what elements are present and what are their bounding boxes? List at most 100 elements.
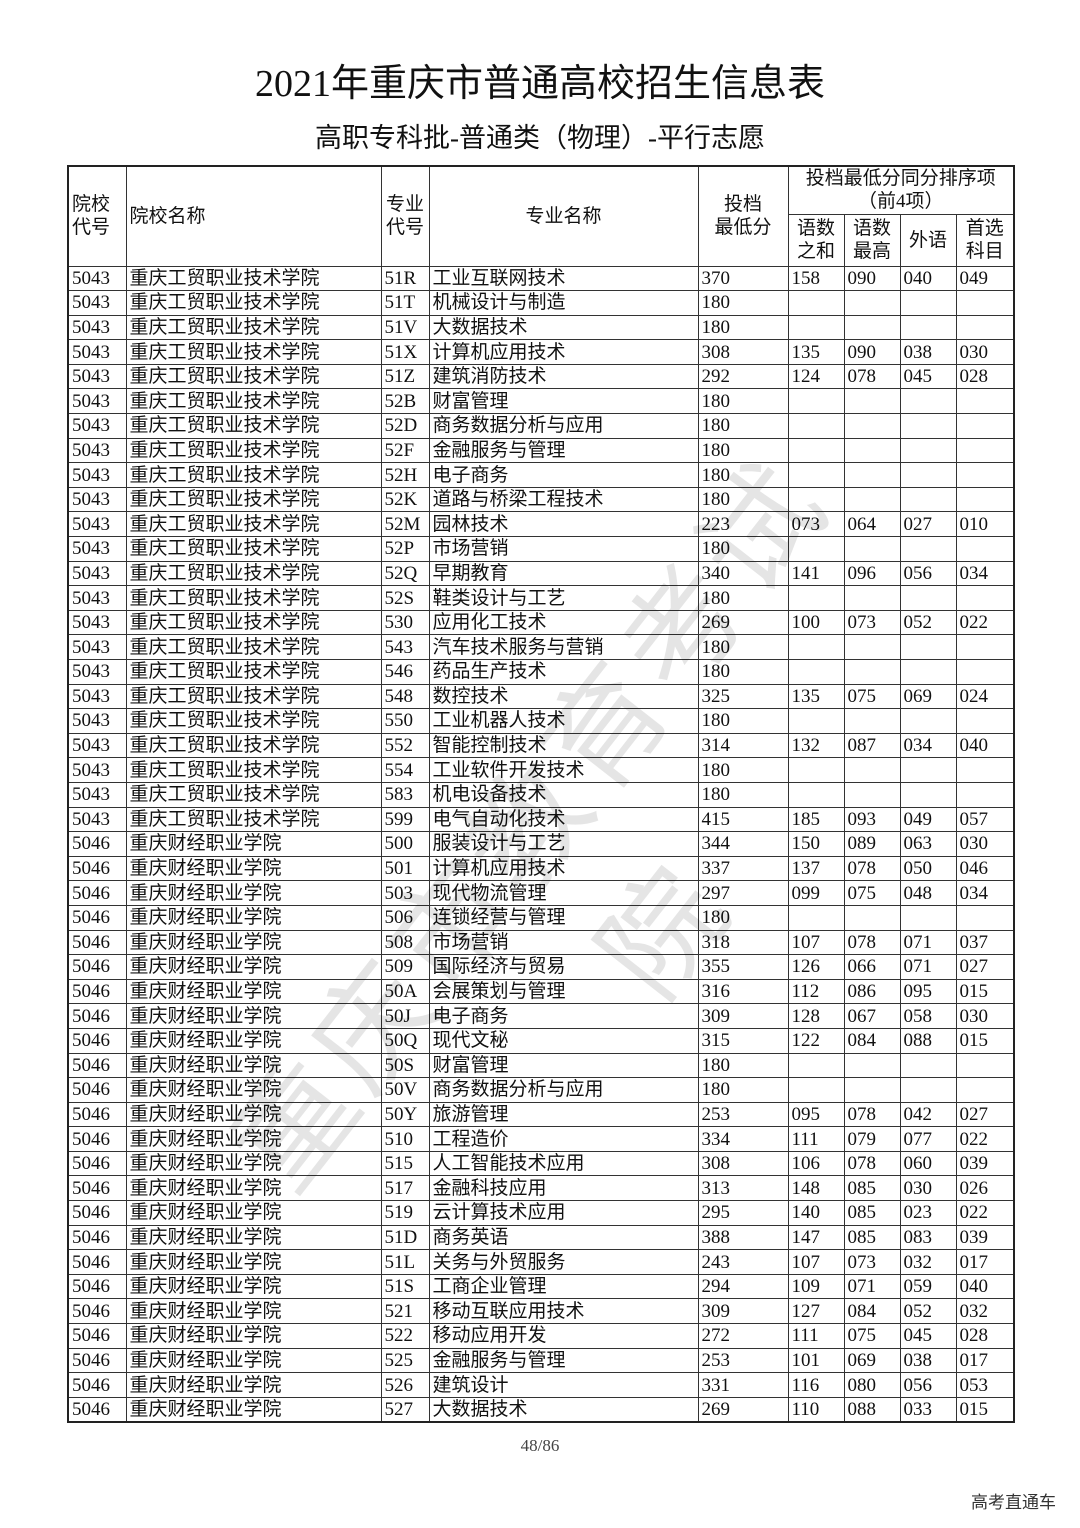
cell: [955, 388, 1015, 415]
cell: 080: [843, 1372, 901, 1398]
cell: 重庆财经职业学院: [125, 1224, 382, 1251]
cell: 重庆财经职业学院: [125, 929, 382, 956]
cell: 040: [899, 265, 957, 292]
cell: 5046: [67, 1027, 127, 1054]
cell: 云计算技术应用: [428, 1200, 699, 1226]
cell: [843, 1052, 901, 1079]
cell: 5043: [67, 388, 127, 415]
cell: 040: [955, 732, 1015, 759]
cell: [955, 781, 1015, 808]
cell: [955, 757, 1015, 783]
cell: [843, 1077, 901, 1103]
title: 2021年重庆市普通高校招生信息表: [254, 63, 825, 105]
table-row: 5043 重庆工贸职业技术学院 530 应用化工技术 269 100 073 052 022: [67, 609, 1015, 636]
cell: [787, 1077, 845, 1103]
cell: 180: [697, 1052, 789, 1079]
cell: 015: [955, 1396, 1015, 1423]
header-line: 科目: [965, 241, 1004, 262]
cell: 034: [955, 560, 1015, 587]
cell: 032: [955, 1298, 1015, 1325]
header-cell: 外语: [899, 213, 957, 267]
header-cell: 语数 之和: [787, 213, 845, 267]
cell: 185: [787, 806, 845, 833]
cell: 180: [697, 781, 789, 808]
cell: [843, 486, 901, 513]
cell: 548: [380, 683, 430, 710]
cell: 51S: [380, 1273, 430, 1300]
cell: 530: [380, 609, 430, 636]
cell: 机械设计与制造: [428, 290, 699, 316]
cell: 5043: [67, 413, 127, 439]
header-line: 最高: [852, 241, 891, 262]
table-row: 5046 重庆财经职业学院 526 建筑设计 331 116 080 056 053: [67, 1372, 1015, 1398]
cell: 52B: [380, 388, 430, 415]
cell: 180: [697, 904, 789, 931]
cell: 107: [787, 1249, 845, 1275]
cell: 重庆财经职业学院: [125, 1150, 382, 1177]
table-row: 5046 重庆财经职业学院 522 移动应用开发 272 111 075 045 028: [67, 1323, 1015, 1349]
header-cell: 院校名称: [125, 165, 382, 267]
cell: 148: [787, 1175, 845, 1202]
cell: 计算机应用技术: [428, 855, 699, 882]
cell: [843, 437, 901, 464]
cell: 521: [380, 1298, 430, 1325]
cell: 5046: [67, 855, 127, 882]
cell: 工业软件开发技术: [428, 757, 699, 783]
cell: 308: [697, 339, 789, 365]
cell: [955, 1052, 1015, 1079]
cell: 5046: [67, 904, 127, 931]
admission-table: 院校 代号 院校名称 专业 代号 专业名称 投档 最低分 投档最低分同分排序项 （前4项…: [67, 165, 1016, 1424]
cell: 073: [787, 511, 845, 538]
cell: 180: [697, 413, 789, 439]
header-line: 首选: [965, 218, 1004, 239]
cell: 517: [380, 1175, 430, 1202]
cell: 554: [380, 757, 430, 783]
cell: 066: [843, 954, 901, 980]
table-row: 5043 重庆工贸职业技术学院 550 工业机器人技术 180: [67, 708, 1015, 734]
header-line: 语数: [852, 218, 891, 239]
cell: 5043: [67, 560, 127, 587]
cell: 5043: [67, 536, 127, 562]
cell: 140: [787, 1200, 845, 1226]
cell: [899, 904, 957, 931]
cell: 财富管理: [428, 388, 699, 415]
table-row: 5046 重庆财经职业学院 509 国际经济与贸易 355 126 066 071 027: [67, 954, 1015, 980]
cell: 052: [899, 609, 957, 636]
cell: 049: [955, 265, 1015, 292]
cell: 085: [843, 1175, 901, 1202]
cell: 073: [843, 1249, 901, 1275]
cell: 机电设备技术: [428, 781, 699, 808]
cell: 关务与外贸服务: [428, 1249, 699, 1275]
cell: 253: [697, 1347, 789, 1374]
table-row: 5046 重庆财经职业学院 51L 关务与外贸服务 243 107 073 032 017: [67, 1249, 1015, 1275]
cell: [955, 659, 1015, 685]
cell: 5046: [67, 1372, 127, 1398]
cell: 重庆财经职业学院: [125, 1175, 382, 1202]
cell: 51X: [380, 339, 430, 365]
cell: 180: [697, 708, 789, 734]
cell: 商务数据分析与应用: [428, 413, 699, 439]
cell: 重庆工贸职业技术学院: [125, 511, 382, 538]
cell: 506: [380, 904, 430, 931]
cell: 5046: [67, 1150, 127, 1177]
cell: 重庆工贸职业技术学院: [125, 781, 382, 808]
cell: 355: [697, 954, 789, 980]
table-row: 5043 重庆工贸职业技术学院 51V 大数据技术 180: [67, 314, 1015, 341]
cell: 50Y: [380, 1101, 430, 1128]
cell: 079: [843, 1126, 901, 1152]
cell: 应用化工技术: [428, 609, 699, 636]
cell: 市场营销: [428, 536, 699, 562]
cell: 工业机器人技术: [428, 708, 699, 734]
cell: [787, 437, 845, 464]
cell: 5043: [67, 634, 127, 660]
cell: 重庆财经职业学院: [125, 1273, 382, 1300]
cell: 048: [899, 880, 957, 906]
cell: 027: [955, 1101, 1015, 1128]
cell: 030: [899, 1175, 957, 1202]
cell: 543: [380, 634, 430, 660]
cell: 501: [380, 855, 430, 882]
cell: 5046: [67, 954, 127, 980]
cell: 095: [787, 1101, 845, 1128]
cell: 503: [380, 880, 430, 906]
cell: 049: [899, 806, 957, 833]
